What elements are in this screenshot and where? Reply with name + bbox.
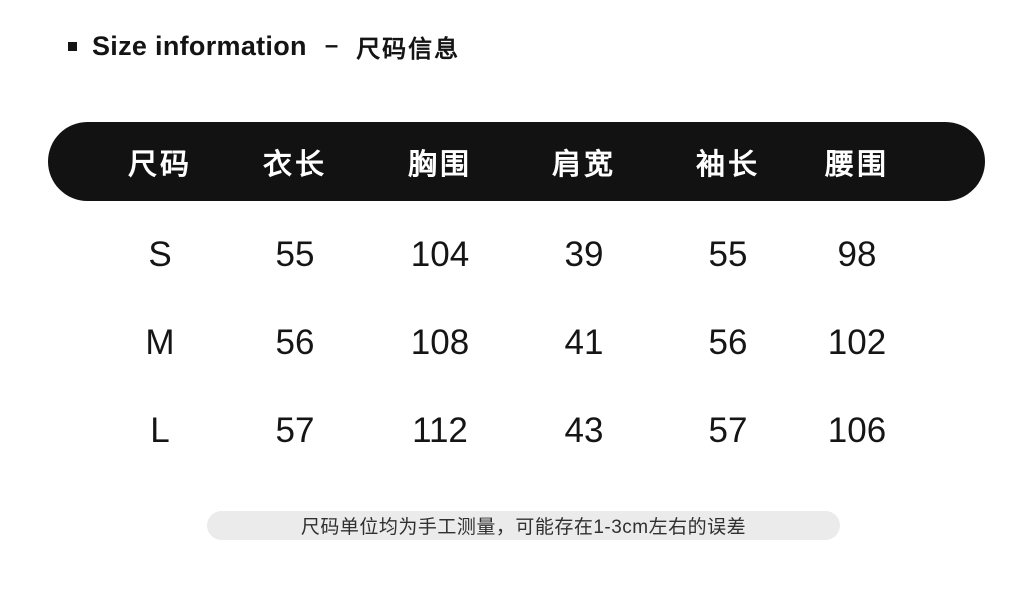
measurement-value: 98 <box>837 235 877 274</box>
table-row-s: S 55 104 39 55 98 <box>48 211 985 299</box>
measurement-value: 112 <box>412 411 468 450</box>
measurement-value: 43 <box>564 411 604 450</box>
table-row-m: M 56 108 41 56 102 <box>48 299 985 387</box>
measurement-value: 56 <box>708 323 748 362</box>
column-header-size: 尺码 <box>127 148 193 181</box>
measurement-value: 55 <box>708 235 748 274</box>
table-header-bar: 尺码 衣长 胸围 肩宽 袖长 腰围 <box>48 122 985 201</box>
measurement-value: 108 <box>410 323 470 362</box>
measurement-value: 106 <box>827 411 887 450</box>
measurement-value: 104 <box>410 235 470 274</box>
size-label: S <box>148 235 172 274</box>
size-label: M <box>145 323 175 362</box>
square-bullet-icon <box>68 41 77 51</box>
measurement-value: 55 <box>275 235 315 274</box>
measurement-value: 57 <box>708 411 748 450</box>
column-header-sleeve: 袖长 <box>695 148 761 181</box>
section-title: Size information – 尺码信息 <box>68 30 461 63</box>
measurement-value: 57 <box>275 411 315 450</box>
section-title-en: Size information <box>92 30 307 61</box>
note-text: 尺码单位均为手工测量，可能存在1-3cm左右的误差 <box>300 517 747 538</box>
table-body: S 55 104 39 55 98 M 56 108 41 56 102 L 5… <box>48 211 985 475</box>
note-pill: 尺码单位均为手工测量，可能存在1-3cm左右的误差 <box>207 511 840 540</box>
measurement-value: 39 <box>564 235 604 274</box>
column-header-bust: 胸围 <box>407 148 473 181</box>
column-header-waist: 腰围 <box>824 148 890 181</box>
measurement-value: 102 <box>827 323 887 362</box>
measurement-value: 56 <box>275 323 315 362</box>
section-title-zh: 尺码信息 <box>356 35 461 63</box>
column-header-shoulder: 肩宽 <box>551 148 617 181</box>
size-label: L <box>150 411 170 450</box>
column-header-garment-length: 衣长 <box>262 148 328 181</box>
measurement-value: 41 <box>564 323 604 362</box>
title-separator: – <box>324 32 339 59</box>
table-row-l: L 57 112 43 57 106 <box>48 387 985 475</box>
